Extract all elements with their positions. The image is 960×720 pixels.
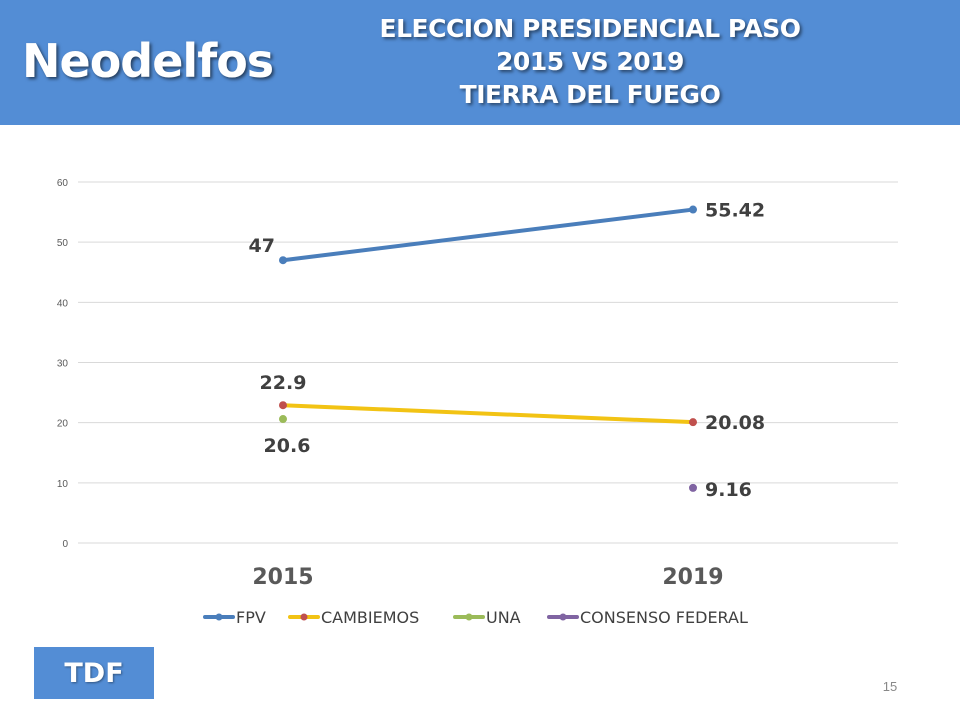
y-tick-label: 50 [57, 238, 69, 249]
legend-label: CONSENSO FEDERAL [580, 608, 748, 627]
y-tick-label: 20 [57, 419, 69, 430]
legend-label: FPV [236, 608, 266, 627]
slide-title: ELECCION PRESIDENCIAL PASO 2015 VS 2019 … [330, 12, 850, 111]
slide-title-line-1: ELECCION PRESIDENCIAL PASO [379, 14, 801, 43]
data-point-cambiemos [279, 401, 287, 410]
data-label: 55.42 [705, 200, 765, 222]
legend-marker [559, 613, 567, 621]
data-point-fpv [689, 205, 697, 214]
legend-label: CAMBIEMOS [321, 608, 419, 627]
data-label: 20.6 [264, 435, 311, 457]
line-chart: 0 10 20 30 40 50 60 2015 2019 47 55.42 22.9 20.08 20.… [57, 178, 898, 627]
data-point-consenso-federal [689, 483, 697, 492]
header-bar: Neodelfos ELECCION PRESIDENCIAL PASO 201… [0, 0, 960, 125]
y-tick-label: 40 [57, 298, 69, 309]
page-number: 15 [882, 679, 898, 694]
legend-marker [215, 613, 223, 621]
series-line-cambiemos [281, 403, 695, 425]
y-tick-label: 10 [57, 479, 69, 490]
legend-marker [300, 613, 308, 621]
data-label: 22.9 [260, 372, 307, 394]
data-label: 47 [249, 235, 275, 257]
y-tick-label: 30 [57, 359, 69, 370]
slide-title-line-2: 2015 VS 2019 [496, 47, 684, 76]
data-point-cambiemos [689, 418, 697, 427]
data-label: 20.08 [705, 412, 765, 434]
slide-title-line-3: TIERRA DEL FUEGO [459, 80, 721, 109]
series-line-fpv [281, 207, 695, 263]
y-tick-label: 60 [57, 178, 69, 189]
data-point-una [279, 415, 287, 424]
brand-logo-text: Neodelfos [22, 34, 274, 88]
data-label: 9.16 [705, 479, 752, 501]
data-point-fpv [279, 256, 287, 265]
y-tick-label: 0 [62, 539, 68, 550]
tdf-badge: TDF [34, 647, 154, 699]
x-tick-label: 2015 [252, 565, 313, 590]
x-tick-label: 2019 [662, 565, 723, 590]
legend-label: UNA [486, 608, 521, 627]
legend-marker [465, 613, 473, 621]
